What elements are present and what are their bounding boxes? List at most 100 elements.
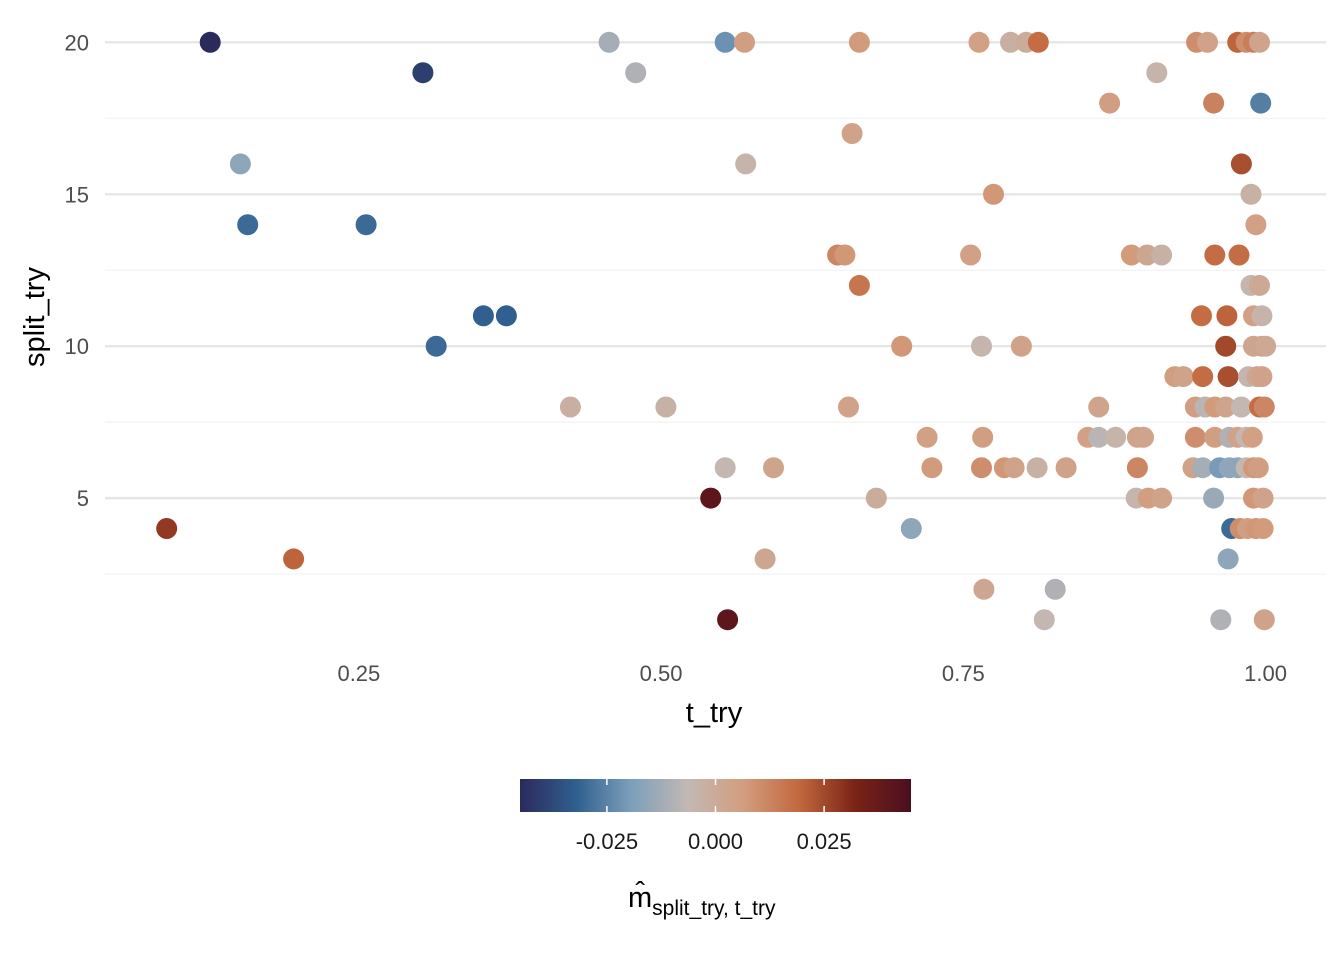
x-tick-label: 0.75 — [942, 661, 985, 686]
legend-title-subscript: split_try, t_try — [652, 897, 776, 920]
data-point — [1192, 457, 1214, 479]
x-axis: 0.25 0.50 0.75 1.00 — [337, 661, 1287, 686]
data-point — [1151, 487, 1173, 509]
data-point — [735, 153, 757, 175]
data-point — [865, 487, 887, 509]
data-point — [412, 62, 434, 84]
data-point — [1215, 396, 1237, 418]
data-point — [1253, 396, 1275, 418]
data-point — [355, 214, 377, 236]
plot-panel — [105, 31, 1326, 631]
x-axis-title: t_try — [686, 697, 743, 729]
data-point — [1230, 396, 1252, 418]
data-point — [1210, 609, 1232, 631]
data-point — [1105, 426, 1127, 448]
data-point — [971, 457, 992, 479]
legend-ticks: -0.025 0.000 0.025 — [576, 779, 852, 854]
data-point — [714, 457, 736, 479]
data-point — [1136, 244, 1158, 266]
data-point — [1249, 274, 1270, 296]
data-point — [1251, 305, 1273, 327]
y-axis-title: split_try — [19, 267, 51, 367]
data-point — [838, 396, 859, 418]
data-point — [598, 31, 620, 53]
x-tick-label: 0.25 — [337, 661, 380, 686]
data-point — [283, 548, 305, 570]
x-tick-label: 0.50 — [640, 661, 683, 686]
data-points — [156, 31, 1277, 631]
data-point — [1000, 31, 1021, 53]
data-point — [1026, 457, 1048, 479]
data-point — [1192, 366, 1214, 388]
y-tick-label: 20 — [65, 30, 89, 55]
data-point — [1120, 244, 1142, 266]
data-point — [1133, 426, 1154, 448]
data-point — [1033, 609, 1055, 631]
y-tick-label: 10 — [65, 334, 89, 359]
legend-tick-label: -0.025 — [576, 829, 638, 854]
data-point — [1251, 366, 1273, 388]
data-point — [1010, 335, 1032, 357]
data-point — [916, 426, 938, 448]
data-point — [1088, 396, 1110, 418]
data-point — [1249, 31, 1270, 53]
data-point — [841, 123, 863, 144]
data-point — [734, 31, 755, 53]
data-point — [971, 335, 992, 357]
data-point — [1217, 548, 1239, 570]
data-point — [229, 153, 251, 175]
data-point — [1204, 244, 1226, 266]
data-point — [1252, 518, 1274, 539]
y-axis: 5 10 15 20 — [65, 30, 89, 511]
data-point — [754, 548, 776, 570]
data-point — [156, 518, 178, 539]
data-point — [472, 305, 494, 327]
data-point — [700, 487, 722, 509]
data-point — [237, 214, 259, 236]
data-point — [900, 518, 922, 539]
data-point — [1252, 487, 1274, 509]
data-point — [1230, 153, 1252, 175]
data-point — [625, 62, 647, 84]
data-point — [425, 335, 447, 357]
data-point — [960, 244, 982, 266]
data-point — [1088, 426, 1110, 448]
data-point — [495, 305, 517, 327]
data-point — [921, 457, 943, 479]
data-point — [1126, 457, 1148, 479]
data-point — [1044, 578, 1066, 600]
data-point — [1240, 183, 1262, 205]
data-point — [848, 274, 870, 296]
data-point — [1245, 214, 1267, 236]
legend-tick-label: 0.000 — [688, 829, 743, 854]
data-point — [199, 31, 221, 53]
data-point — [1255, 335, 1277, 357]
data-point — [1215, 335, 1237, 357]
data-point — [972, 426, 994, 448]
y-tick-label: 15 — [65, 182, 89, 207]
legend-tick-label: 0.025 — [797, 829, 852, 854]
data-point — [1250, 92, 1272, 114]
data-point — [1027, 31, 1049, 53]
data-point — [559, 396, 581, 418]
data-point — [968, 31, 990, 53]
data-point — [717, 609, 739, 631]
data-point — [1203, 487, 1225, 509]
legend-title-main: m̂ — [628, 881, 652, 914]
data-point — [714, 31, 736, 53]
data-point — [1191, 305, 1212, 327]
data-point — [848, 31, 870, 53]
data-point — [1003, 457, 1025, 479]
data-point — [1217, 366, 1239, 388]
data-point — [983, 183, 1004, 205]
data-point — [1151, 244, 1173, 266]
grid-minor-lines — [105, 117, 1326, 575]
x-tick-label: 1.00 — [1244, 661, 1287, 686]
color-legend: -0.025 0.000 0.025 m̂split_try, t_try — [520, 779, 911, 920]
data-point — [1197, 31, 1218, 53]
data-point — [1099, 92, 1121, 114]
data-point — [834, 244, 856, 266]
data-point — [1241, 426, 1263, 448]
data-point — [1247, 457, 1269, 479]
